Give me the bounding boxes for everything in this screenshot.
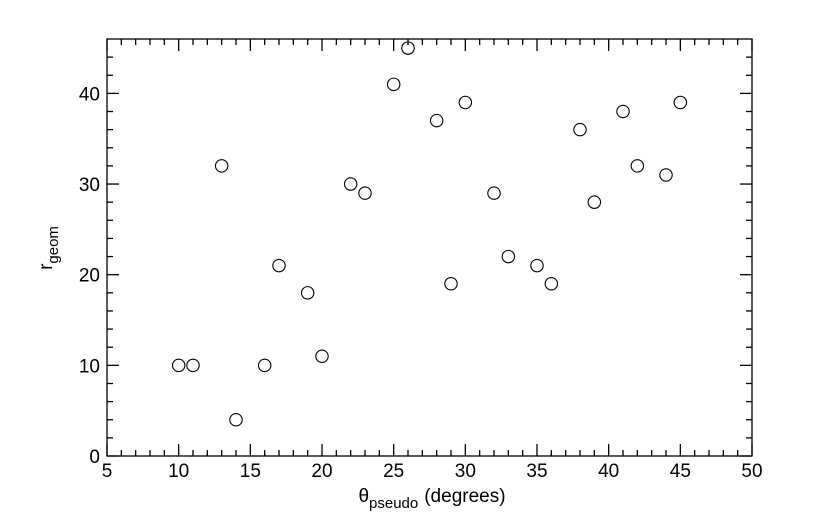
point	[458, 95, 473, 110]
y-axis-label: rgeom	[36, 226, 62, 270]
x-axis-label: θpseudo (degrees)	[358, 486, 505, 512]
point	[401, 41, 415, 55]
point	[343, 177, 358, 191]
x-label-tail: (degrees)	[424, 486, 505, 507]
x-label-sub: pseudo	[369, 495, 418, 512]
y-tick-label: 10	[79, 356, 100, 377]
point	[171, 358, 186, 373]
x-tick-label: 50	[741, 461, 762, 482]
point	[544, 277, 559, 291]
y-label-sub: geom	[45, 226, 62, 264]
point	[659, 168, 673, 182]
x-tick-label: 30	[455, 461, 476, 482]
point	[530, 258, 544, 273]
point	[573, 122, 587, 137]
point	[630, 159, 645, 173]
point	[587, 195, 602, 209]
x-tick-label: 15	[240, 461, 261, 482]
point	[300, 286, 315, 300]
point	[214, 159, 229, 173]
point	[257, 358, 272, 373]
x-tick-label: 20	[311, 461, 332, 482]
x-tick-label: 35	[526, 461, 547, 482]
point	[315, 349, 329, 364]
y-tick-label: 20	[79, 266, 100, 287]
x-tick-label: 10	[168, 461, 189, 482]
plot-frame	[106, 38, 753, 457]
point	[616, 104, 630, 119]
x-tick-label: 45	[670, 461, 691, 482]
x-tick-label: 25	[383, 461, 404, 482]
point	[673, 95, 688, 110]
y-label-main: r	[36, 263, 57, 270]
x-tick-label: 5	[102, 461, 113, 482]
y-tick-label: 30	[79, 175, 100, 196]
point	[487, 186, 501, 200]
point	[272, 258, 286, 273]
point	[229, 412, 243, 427]
point	[386, 77, 401, 92]
x-tick-label: 40	[598, 461, 619, 482]
point	[444, 277, 458, 291]
y-tick-label: 40	[79, 84, 100, 105]
point	[186, 358, 200, 373]
y-tick-label: 0	[89, 447, 100, 468]
x-label-main: θ	[358, 486, 369, 507]
point	[429, 113, 444, 128]
point	[501, 249, 516, 264]
point	[358, 186, 372, 200]
